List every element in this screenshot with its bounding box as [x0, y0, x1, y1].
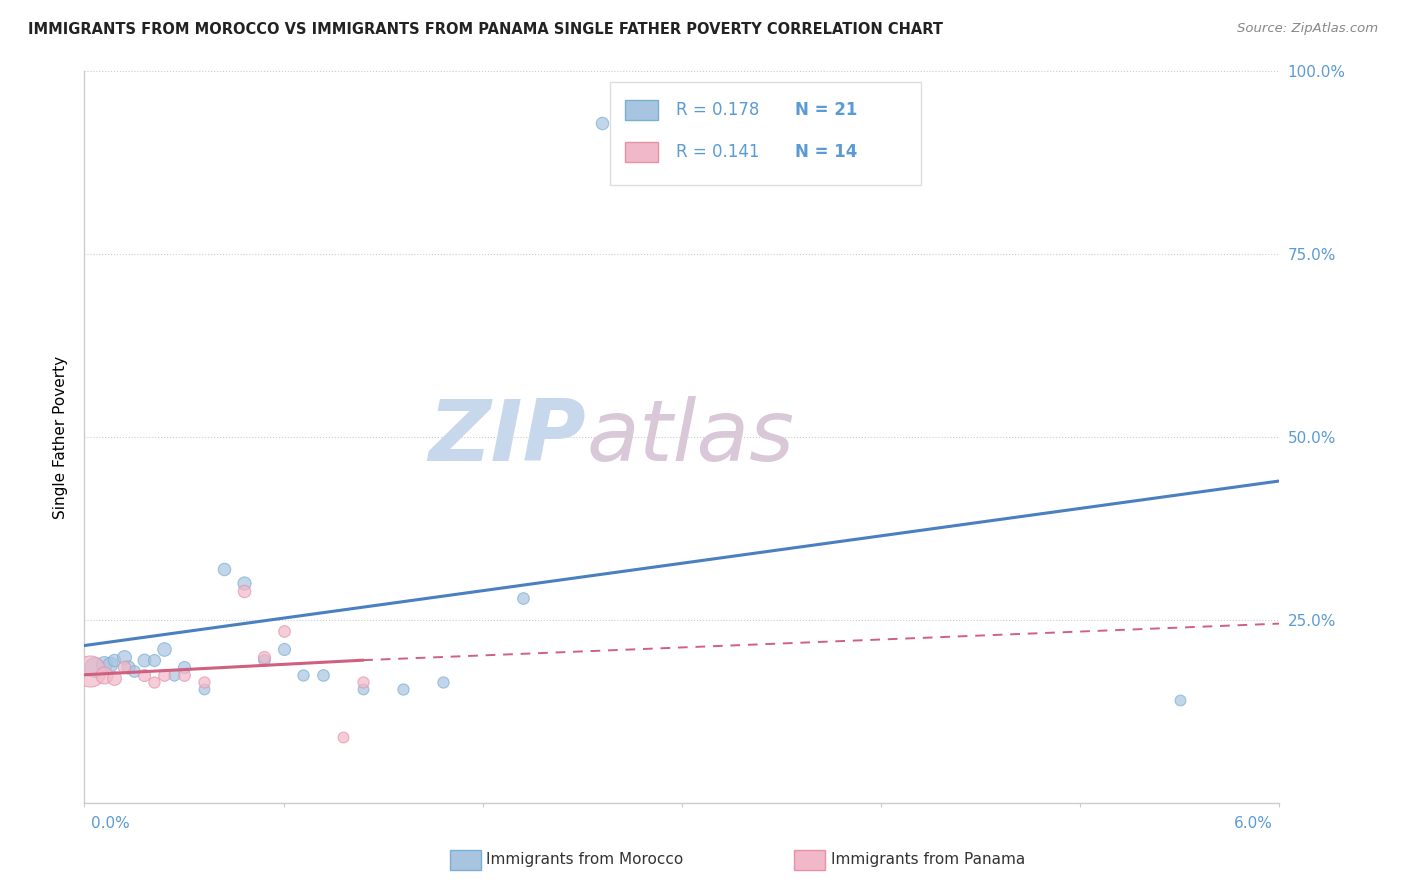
Point: [232, 583, 254, 598]
Point: [153, 667, 176, 681]
Text: R = 0.141: R = 0.141: [676, 143, 759, 161]
Point: [432, 675, 454, 690]
Bar: [624, 142, 658, 162]
Point: [112, 649, 135, 664]
Point: [591, 115, 613, 129]
Point: [273, 642, 295, 657]
Point: [93, 667, 115, 681]
Point: [232, 576, 254, 591]
Text: 0.0%: 0.0%: [91, 816, 131, 831]
Text: 6.0%: 6.0%: [1233, 816, 1272, 831]
Point: [103, 653, 125, 667]
Point: [173, 667, 195, 681]
Point: [392, 682, 415, 697]
Point: [292, 667, 315, 681]
Text: R = 0.178: R = 0.178: [676, 101, 759, 120]
Text: Immigrants from Morocco: Immigrants from Morocco: [486, 853, 683, 867]
Point: [143, 675, 166, 690]
Point: [512, 591, 534, 605]
Text: Immigrants from Panama: Immigrants from Panama: [831, 853, 1025, 867]
Point: [153, 642, 176, 657]
Bar: [624, 100, 658, 120]
Text: N = 21: N = 21: [796, 101, 858, 120]
Point: [98, 657, 121, 671]
Point: [163, 667, 186, 681]
Point: [193, 675, 215, 690]
Text: IMMIGRANTS FROM MOROCCO VS IMMIGRANTS FROM PANAMA SINGLE FATHER POVERTY CORRELAT: IMMIGRANTS FROM MOROCCO VS IMMIGRANTS FR…: [28, 22, 943, 37]
Point: [112, 660, 135, 674]
Point: [352, 682, 374, 697]
FancyBboxPatch shape: [610, 82, 921, 185]
Point: [273, 624, 295, 638]
Point: [93, 657, 115, 671]
Point: [173, 660, 195, 674]
Point: [122, 664, 145, 678]
Point: [143, 653, 166, 667]
Point: [1168, 693, 1191, 707]
Point: [132, 653, 156, 667]
Point: [312, 667, 335, 681]
Point: [193, 682, 215, 697]
Point: [132, 667, 156, 681]
Point: [253, 653, 276, 667]
Point: [117, 660, 139, 674]
Point: [79, 664, 101, 678]
Point: [103, 672, 125, 686]
Text: N = 14: N = 14: [796, 143, 858, 161]
Text: ZIP: ZIP: [429, 395, 586, 479]
Point: [352, 675, 374, 690]
Point: [83, 660, 105, 674]
Point: [253, 649, 276, 664]
Point: [212, 562, 235, 576]
Text: Source: ZipAtlas.com: Source: ZipAtlas.com: [1237, 22, 1378, 36]
Text: atlas: atlas: [586, 395, 794, 479]
Y-axis label: Single Father Poverty: Single Father Poverty: [53, 356, 69, 518]
Point: [332, 730, 354, 744]
